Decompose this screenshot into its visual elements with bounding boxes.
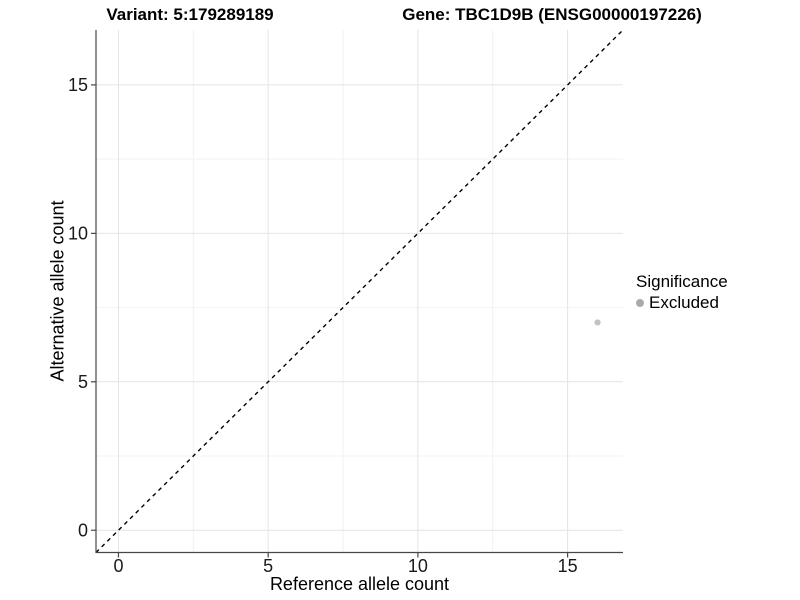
x-axis-title: Reference allele count [269, 574, 450, 594]
x-tick-label: 5 [263, 556, 273, 576]
legend-title: Significance [636, 272, 728, 291]
legend-item-label: Excluded [649, 293, 719, 312]
x-tick-label: 15 [558, 556, 578, 576]
data-point [594, 319, 601, 326]
y-tick-label: 15 [68, 75, 88, 95]
y-tick-label: 10 [68, 224, 88, 244]
legend: Significance Excluded [636, 271, 728, 313]
identity-line-dashed [95, 29, 624, 553]
x-tick-label: 0 [113, 556, 123, 576]
legend-item-excluded: Excluded [636, 292, 728, 313]
y-tick-label: 0 [78, 521, 88, 541]
variant-title: Variant: 5:179289189 [106, 5, 274, 24]
y-axis-title: Alternative allele count [47, 200, 68, 382]
x-tick-label: 10 [408, 556, 428, 576]
excluded-point-icon [636, 298, 644, 307]
y-tick-label: 5 [78, 372, 88, 392]
gene-title: Gene: TBC1D9B (ENSG00000197226) [402, 5, 702, 24]
